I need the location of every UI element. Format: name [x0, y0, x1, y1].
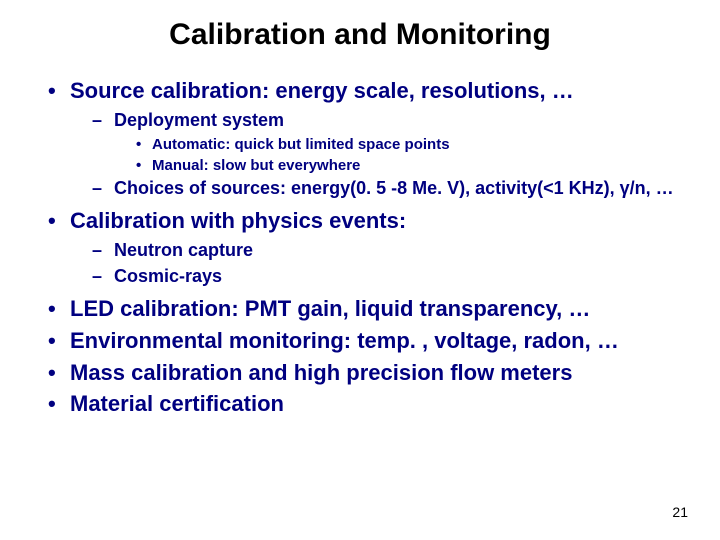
bullet-mass-calibration: Mass calibration and high precision flow…: [48, 358, 690, 388]
bullet-environmental-monitoring: Environmental monitoring: temp. , voltag…: [48, 326, 690, 356]
slide-title: Calibration and Monitoring: [30, 18, 690, 52]
bullet-manual: Manual: slow but everywhere: [48, 155, 690, 176]
bullet-automatic: Automatic: quick but limited space point…: [48, 134, 690, 155]
bullet-neutron-capture: Neutron capture: [48, 238, 690, 263]
bullet-deployment-system: Deployment system: [48, 108, 690, 133]
slide-body: Source calibration: energy scale, resolu…: [30, 76, 690, 419]
bullet-choices-sources: Choices of sources: energy(0. 5 -8 Me. V…: [48, 176, 690, 201]
page-number: 21: [672, 504, 688, 520]
bullet-cosmic-rays: Cosmic-rays: [48, 264, 690, 289]
bullet-physics-events: Calibration with physics events:: [48, 206, 690, 236]
bullet-material-certification: Material certification: [48, 389, 690, 419]
bullet-led-calibration: LED calibration: PMT gain, liquid transp…: [48, 294, 690, 324]
bullet-source-calibration: Source calibration: energy scale, resolu…: [48, 76, 690, 106]
